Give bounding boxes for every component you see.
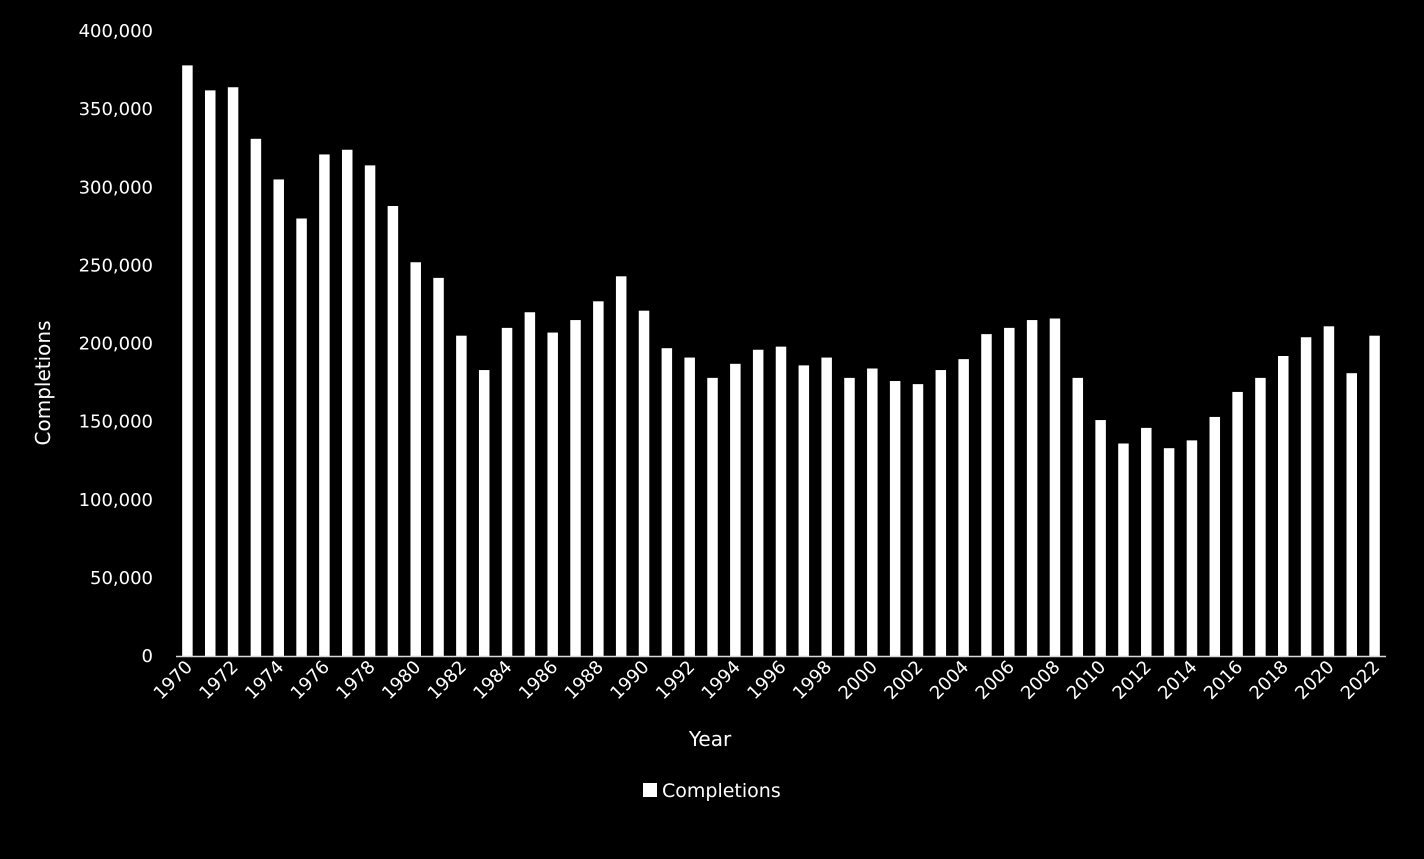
bar <box>524 312 536 656</box>
y-tick-label: 0 <box>142 646 153 667</box>
bar <box>1072 377 1084 657</box>
bar <box>889 381 901 656</box>
bar <box>501 327 513 657</box>
y-axis-title: Completions <box>31 321 55 446</box>
bar <box>296 218 307 656</box>
bar <box>1004 327 1015 657</box>
bar <box>1346 373 1357 656</box>
bar <box>319 154 330 656</box>
bar <box>844 377 855 657</box>
bar <box>981 334 992 657</box>
bar <box>410 262 421 656</box>
y-tick-label: 50,000 <box>90 568 153 589</box>
bar <box>935 370 947 656</box>
bar <box>1300 337 1312 656</box>
bar <box>1163 448 1175 656</box>
bar <box>958 359 969 657</box>
bar <box>593 301 604 656</box>
bar <box>638 310 650 656</box>
bar <box>1118 443 1129 656</box>
bar <box>547 332 558 656</box>
y-tick-label: 400,000 <box>79 21 153 42</box>
bar <box>821 357 832 656</box>
bar <box>433 277 444 657</box>
bar <box>1255 377 1266 657</box>
y-tick-label: 100,000 <box>79 490 153 511</box>
bar <box>912 384 924 657</box>
y-axis-tick-labels: 0 50,000 100,000 150,000 200,000 250,000 300,0… <box>79 21 153 667</box>
bar <box>273 179 284 656</box>
bar <box>182 65 193 657</box>
bars <box>182 65 1380 657</box>
bar <box>1186 440 1198 657</box>
bar <box>341 149 353 656</box>
bar <box>661 348 673 656</box>
legend: Completions <box>643 780 781 802</box>
bar <box>387 206 399 656</box>
bar <box>364 165 376 657</box>
legend-label: Completions <box>662 780 781 802</box>
y-tick-label: 300,000 <box>79 177 153 198</box>
bar <box>570 320 581 656</box>
bar <box>752 349 764 656</box>
bar <box>1141 427 1152 657</box>
bar <box>1026 320 1038 656</box>
bar <box>1278 356 1289 656</box>
bar <box>730 363 741 656</box>
bar <box>1232 391 1243 656</box>
bar <box>1209 416 1221 656</box>
bar <box>1095 420 1106 656</box>
bar <box>456 335 467 656</box>
y-tick-label: 350,000 <box>79 99 153 120</box>
bar <box>1323 326 1335 656</box>
y-tick-label: 200,000 <box>79 334 153 355</box>
bar <box>867 368 878 656</box>
x-axis-title: Year <box>688 727 732 751</box>
bar <box>684 357 695 656</box>
bar <box>250 138 262 656</box>
bar <box>615 276 627 656</box>
bar <box>1049 318 1061 656</box>
bar <box>775 346 787 657</box>
bar <box>478 370 490 656</box>
y-tick-label: 250,000 <box>79 255 153 276</box>
bar <box>1369 335 1380 656</box>
legend-swatch <box>643 783 657 797</box>
bar <box>227 87 239 656</box>
bar <box>204 90 216 657</box>
bar <box>707 377 718 657</box>
y-tick-label: 150,000 <box>79 412 153 433</box>
bar <box>798 365 810 657</box>
